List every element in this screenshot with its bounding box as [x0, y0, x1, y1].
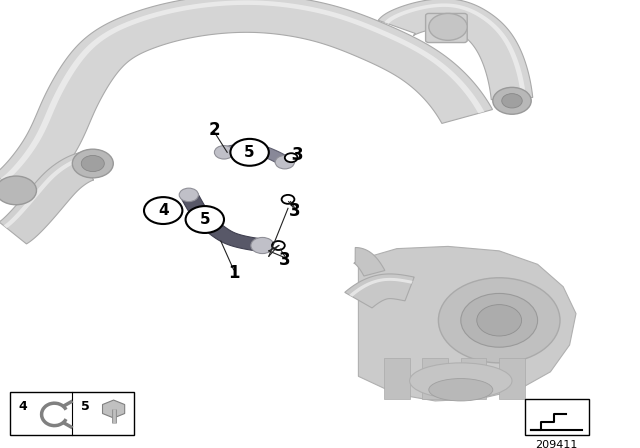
- Circle shape: [429, 13, 467, 40]
- Polygon shape: [354, 248, 385, 276]
- Circle shape: [461, 293, 538, 347]
- Polygon shape: [384, 4, 526, 98]
- Ellipse shape: [410, 363, 512, 399]
- Text: 3: 3: [279, 251, 291, 269]
- FancyBboxPatch shape: [426, 13, 467, 43]
- Polygon shape: [384, 358, 410, 399]
- Text: 3: 3: [292, 146, 303, 164]
- Circle shape: [0, 176, 36, 205]
- Polygon shape: [3, 156, 88, 228]
- Polygon shape: [461, 358, 486, 399]
- Circle shape: [493, 87, 531, 114]
- Polygon shape: [378, 0, 532, 99]
- Polygon shape: [499, 358, 525, 399]
- Text: 1: 1: [228, 264, 239, 282]
- Polygon shape: [422, 358, 448, 399]
- Polygon shape: [0, 151, 93, 244]
- Circle shape: [144, 197, 182, 224]
- Circle shape: [282, 195, 294, 204]
- Ellipse shape: [429, 379, 493, 401]
- Text: 4: 4: [158, 203, 168, 218]
- Circle shape: [477, 305, 522, 336]
- Circle shape: [272, 241, 285, 250]
- Circle shape: [275, 155, 294, 169]
- Text: 5: 5: [81, 400, 90, 413]
- Circle shape: [285, 153, 298, 162]
- Polygon shape: [221, 144, 291, 164]
- Circle shape: [179, 188, 198, 202]
- Polygon shape: [345, 274, 414, 308]
- Polygon shape: [0, 0, 484, 182]
- Text: 2: 2: [209, 121, 220, 139]
- Text: 3: 3: [289, 202, 300, 220]
- Text: 4: 4: [19, 400, 28, 413]
- Polygon shape: [180, 192, 264, 252]
- Polygon shape: [358, 246, 576, 401]
- Text: 5: 5: [200, 212, 210, 227]
- Circle shape: [186, 206, 224, 233]
- Circle shape: [438, 278, 560, 363]
- FancyBboxPatch shape: [525, 399, 589, 435]
- Circle shape: [230, 139, 269, 166]
- Polygon shape: [0, 0, 493, 202]
- Polygon shape: [349, 278, 413, 297]
- FancyBboxPatch shape: [10, 392, 134, 435]
- Circle shape: [214, 146, 234, 159]
- Text: 209411: 209411: [536, 440, 578, 448]
- Circle shape: [81, 155, 104, 172]
- Circle shape: [502, 94, 522, 108]
- Text: 5: 5: [244, 145, 255, 160]
- Circle shape: [72, 149, 113, 178]
- Circle shape: [251, 237, 274, 254]
